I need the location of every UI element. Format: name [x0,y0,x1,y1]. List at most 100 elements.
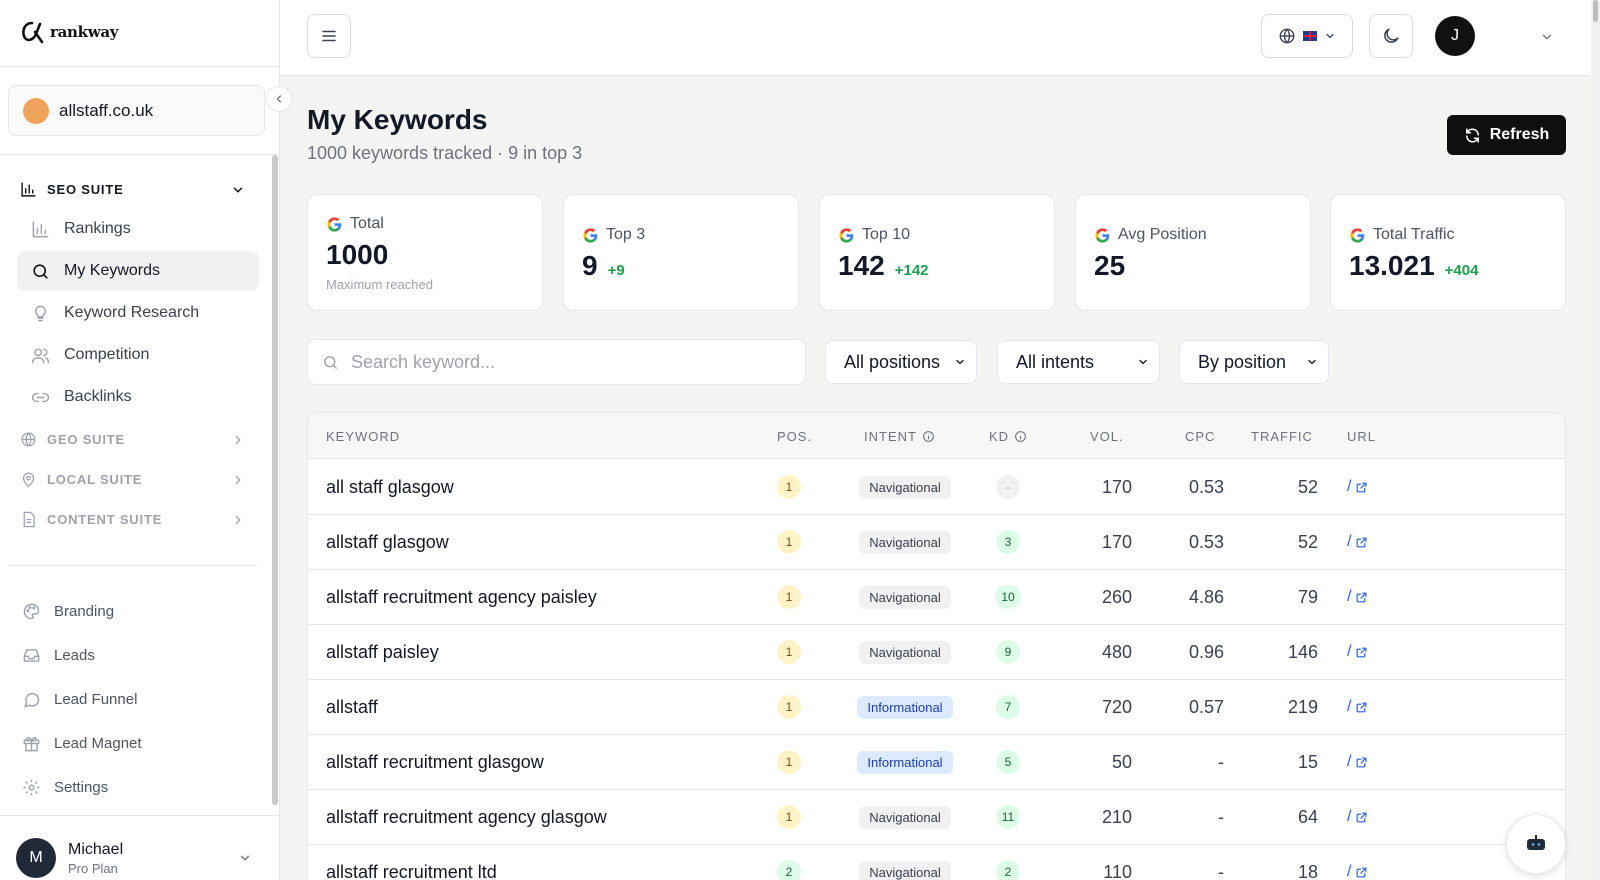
stat-content: Top 10 142 +142 [838,226,929,282]
sidebar-item-settings[interactable]: Settings [22,778,108,797]
table-row[interactable]: allstaff recruitment agency paisley 1 Navi… [308,570,1565,625]
cpc-cell: 0.57 [1188,696,1224,717]
table-row[interactable]: allstaff recruitment agency glasgow 1 Navi… [308,790,1565,845]
kd-badge: - [996,475,1020,499]
sidebar-item-backlinks[interactable]: Backlinks [17,377,259,417]
intent-cell: Navigational [830,625,980,679]
stat-card-total-traffic: Total Traffic 13.021 +404 [1330,194,1566,311]
column-label: KD [989,429,1010,444]
url-link[interactable]: / [1347,570,1368,624]
section-label: SEO SUITE [47,182,124,197]
intent-badge: Navigational [859,530,951,554]
sidebar: rankway allstaff.co.uk SEO SUITE Ranking… [0,0,280,880]
section-content-suite[interactable]: CONTENT SUITE [20,511,245,528]
kd-badge: 5 [996,750,1020,774]
section-seo-suite[interactable]: SEO SUITE [20,181,245,198]
refresh-button[interactable]: Refresh [1447,115,1566,155]
sidebar-item-label: Rankings [64,220,131,237]
url-link[interactable]: / [1347,845,1368,880]
sidebar-item-label: Competition [64,346,150,363]
brand-logo[interactable]: rankway [20,18,118,46]
chat-assistant-button[interactable] [1506,814,1566,874]
chevron-down-icon [1326,33,1334,39]
user-menu[interactable]: M Michael Pro Plan [16,838,260,878]
volume-cell: 170 [1101,531,1132,552]
chevron-down-icon[interactable] [1540,30,1554,44]
url-link[interactable]: / [1347,515,1368,569]
search-icon [33,263,48,279]
cpc-cell: - [1218,751,1224,772]
positions-select[interactable]: All positions [825,340,977,384]
column-volume[interactable]: VOL. [1090,429,1124,444]
url-link[interactable]: / [1347,735,1368,789]
menu-button[interactable] [307,14,351,58]
url-link[interactable]: / [1347,680,1368,734]
stat-card-avg-position: Avg Position 25 [1075,194,1311,311]
sidebar-item-my-keywords[interactable]: My Keywords [17,251,259,291]
keyword-search[interactable] [307,339,806,385]
section-local-suite[interactable]: LOCAL SUITE [20,471,245,488]
theme-toggle-button[interactable] [1369,14,1413,58]
column-intent[interactable]: INTENT [864,429,935,444]
column-position[interactable]: POS. [777,429,813,444]
volume-cell: 110 [1103,861,1132,880]
language-selector[interactable] [1261,14,1353,58]
rankway-logo-icon [22,21,44,44]
section-label: GEO SUITE [47,432,125,447]
position-badge: 1 [777,530,801,554]
site-avatar [23,97,49,124]
stat-delta: +142 [894,262,929,279]
position-cell: 1 [773,515,805,569]
user-info: Michael Pro Plan [68,841,123,876]
sidebar-item-label: My Keywords [64,262,161,279]
column-kd[interactable]: KD [989,429,1027,444]
intents-select[interactable]: All intents [997,340,1160,384]
sidebar-scrollbar[interactable] [272,155,278,805]
table-row[interactable]: allstaff glasgow 1 Navigational 3 170 0.53 52 / [308,515,1565,570]
intent-cell: Navigational [830,460,980,514]
external-link-icon [1357,867,1367,877]
avatar[interactable]: J [1435,16,1475,56]
page-scrollbar[interactable] [1591,0,1600,880]
table-row[interactable]: all staff glasgow 1 Navigational - 170 0.53 52… [308,460,1565,515]
intent-cell: Navigational [830,790,980,844]
info-icon[interactable] [1014,430,1027,443]
url-link[interactable]: / [1347,790,1368,844]
sidebar-item-rankings[interactable]: Rankings [17,209,259,249]
info-icon[interactable] [922,430,935,443]
column-keyword[interactable]: KEYWORD [326,429,401,444]
sidebar-item-lead-funnel[interactable]: Lead Funnel [22,690,137,709]
stat-label: Top 3 [606,226,646,243]
intent-badge: Navigational [859,640,951,664]
volume-cell: 210 [1101,806,1132,827]
kd-cell: 11 [983,790,1033,844]
users-icon [31,347,50,363]
external-link-icon [1357,482,1367,492]
column-traffic[interactable]: TRAFFIC [1251,429,1313,444]
column-cpc[interactable]: CPC [1185,429,1216,444]
url-link[interactable]: / [1347,460,1368,514]
intent-cell: Navigational [830,570,980,624]
url-link[interactable]: / [1347,625,1368,679]
position-badge: 1 [777,475,801,499]
section-geo-suite[interactable]: GEO SUITE [20,431,245,448]
sidebar-item-competition[interactable]: Competition [17,335,259,375]
sidebar-collapse-button[interactable] [266,86,292,112]
sidebar-item-keyword-research[interactable]: Keyword Research [17,293,259,333]
sort-select[interactable]: By position [1179,340,1329,384]
stat-value: 13.021 [1349,250,1435,281]
table-row[interactable]: allstaff paisley 1 Navigational 9 480 0.96 146… [308,625,1565,680]
sidebar-item-leads[interactable]: Leads [22,646,95,665]
site-selector[interactable]: allstaff.co.uk [8,85,265,136]
table-row[interactable]: allstaff recruitment glasgow 1 Information… [308,735,1565,790]
sidebar-item-lead-magnet[interactable]: Lead Magnet [22,734,142,753]
column-url[interactable]: URL [1347,429,1377,444]
robot-icon [1527,835,1545,850]
table-row[interactable]: allstaff 1 Informational 7 720 0.57 219 / [308,680,1565,735]
table-row[interactable]: allstaff recruitment ltd 2 Navigational 2 11… [308,845,1565,880]
search-input[interactable] [351,351,771,373]
chevron-down-icon [233,187,243,193]
sidebar-item-branding[interactable]: Branding [22,602,114,621]
select-value: All intents [1016,351,1095,372]
stat-label-row: Avg Position [1094,226,1207,244]
